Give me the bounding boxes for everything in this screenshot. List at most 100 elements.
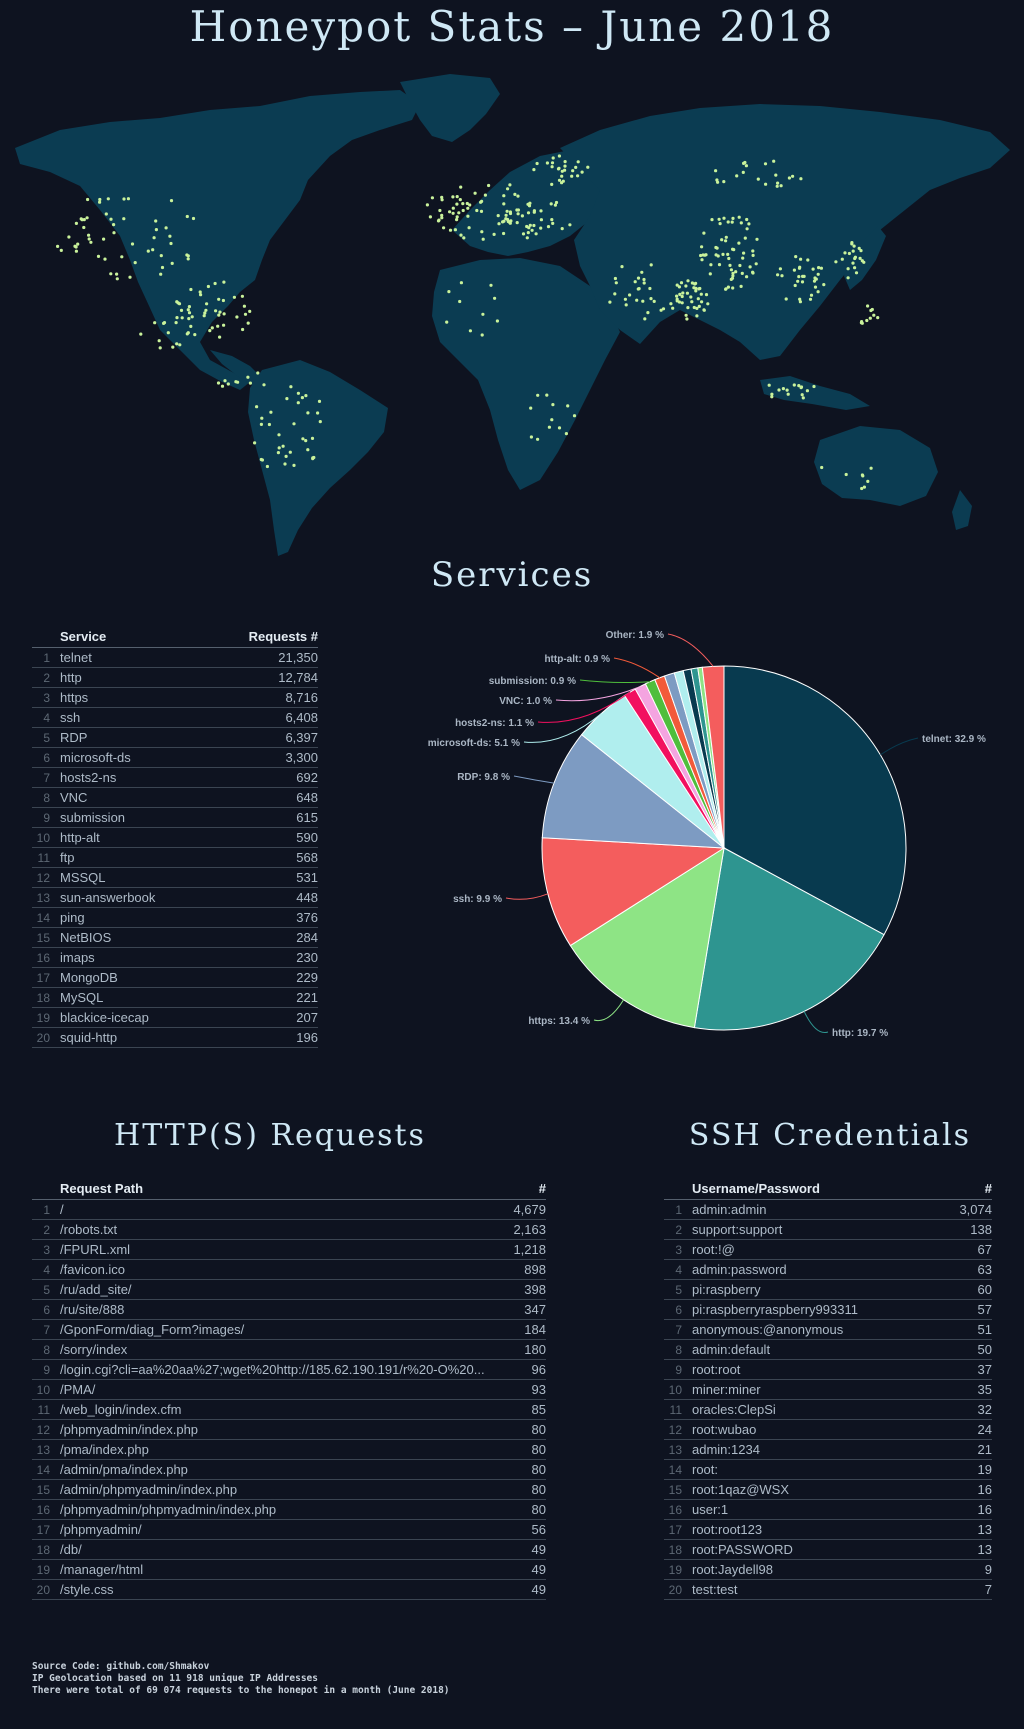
geolocation-point [208,329,212,333]
geolocation-point [843,251,847,255]
geolocation-point [232,295,236,299]
geolocation-point [216,381,221,385]
row-value: 229 [209,967,318,988]
table-row: 6 pi:raspberryraspberry993311 57 [664,1299,992,1320]
geolocation-point [67,235,71,239]
geolocation-point [461,208,465,213]
geolocation-point [539,218,544,222]
geolocation-point [187,305,191,309]
geolocation-point [551,221,555,225]
geolocation-point [547,425,552,429]
geolocation-point [786,392,790,396]
count-column-header: # [510,1179,546,1200]
row-rank: 10 [32,1379,60,1400]
geolocation-point [649,297,653,301]
geolocation-point [685,291,690,295]
row-name: /pma/index.php [60,1439,511,1460]
service-column-header: Service [60,627,210,648]
table-row: 17 MongoDB 229 [32,967,318,988]
row-value: 13 [942,1539,992,1560]
row-rank: 12 [664,1419,692,1440]
row-rank: 11 [32,847,60,868]
row-value: 4,679 [510,1199,546,1220]
geolocation-point [530,228,534,232]
geolocation-point [505,209,509,213]
geolocation-point [563,160,567,164]
geolocation-point [459,233,463,237]
geolocation-point [571,169,575,173]
central-america-landmass [210,350,268,388]
geolocation-point [425,203,429,207]
geolocation-point [162,321,167,325]
geolocation-point [686,279,690,283]
geolocation-point [186,257,190,261]
table-row: 12 MSSQL 531 [32,867,318,888]
greenland-landmass [400,74,500,142]
geolocation-point [492,232,496,236]
geolocation-point [489,283,493,287]
pie-label-leader [513,775,555,784]
geolocation-point [799,257,803,261]
row-name: /style.css [60,1579,511,1600]
row-name: root:1qaz@WSX [692,1479,943,1500]
rank-header [32,1179,60,1200]
row-rank: 14 [32,1459,60,1480]
geolocation-point [861,474,865,478]
geolocation-point [276,451,280,455]
geolocation-point [774,173,778,177]
geolocation-point [462,236,466,240]
pie-slice [701,665,725,849]
table-row: 13/pma/index.php 80 [32,1439,546,1460]
geolocation-point [764,182,768,186]
geolocation-point [742,161,746,165]
geolocation-point [702,308,706,312]
geolocation-point [640,270,644,274]
geolocation-point [158,346,162,350]
row-value: 531 [209,867,318,888]
geolocation-point [281,444,285,448]
row-name: root:Jaydell98 [692,1559,943,1580]
geolocation-point [853,266,857,270]
geolocation-point [726,285,731,289]
pie-label-leader [880,737,919,756]
geolocation-point [643,317,647,321]
geolocation-point [778,267,783,271]
geolocation-point [714,169,718,173]
geolocation-point [814,277,818,281]
geolocation-point [259,422,263,426]
row-rank: 15 [32,927,60,948]
geolocation-point [780,274,784,278]
geolocation-point [109,272,113,276]
geolocation-point [85,216,89,220]
rank-header [32,627,60,648]
geolocation-point [876,316,880,320]
geolocation-point [743,236,747,240]
geolocation-point [166,331,170,335]
geolocation-point [206,284,210,289]
geolocation-point [812,384,816,389]
services-title: Services [430,555,594,595]
geolocation-point [255,405,259,409]
geolocation-point [189,324,193,328]
geolocation-point [191,216,196,221]
row-rank: 19 [32,1007,60,1028]
geolocation-point [440,216,444,220]
geolocation-point [493,296,497,300]
table-row: 3/FPURL.xml 1,218 [32,1239,546,1260]
table-row: 11 oracles:ClepSi 32 [664,1399,992,1420]
geolocation-point [89,240,93,244]
geolocation-point [721,252,725,256]
geolocation-point [797,266,802,270]
geolocation-point [568,223,572,227]
geolocation-point [260,458,264,462]
geolocation-point [442,226,446,230]
geolocation-point [613,276,618,281]
geolocation-point [154,228,158,232]
geolocation-point [846,276,850,280]
row-value: 1,218 [510,1239,546,1260]
geolocation-point [502,231,506,236]
geolocation-point [652,299,656,303]
pie-slice-label: Other: 1.9 % [606,630,664,641]
geolocation-point [852,244,856,248]
geolocation-point [496,214,500,218]
